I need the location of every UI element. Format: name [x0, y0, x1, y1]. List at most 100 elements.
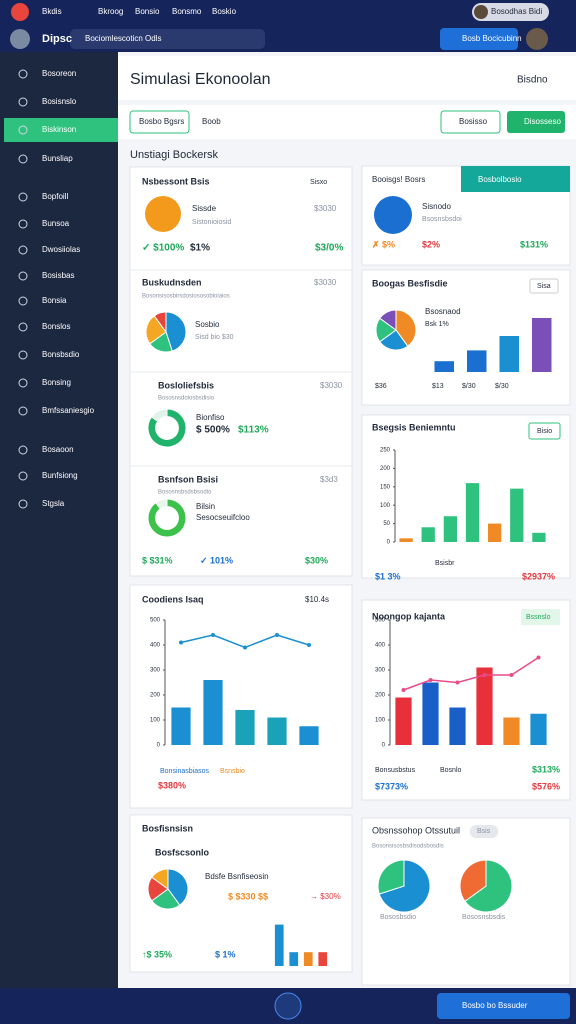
bar: [299, 726, 319, 745]
y-tick-label: 500: [375, 618, 386, 624]
label: Bososnsbsdis: [462, 914, 506, 921]
bar: [499, 336, 519, 372]
label: $ $31%: [142, 555, 173, 565]
label: Bosnlo: [440, 767, 462, 774]
bar: [503, 717, 520, 745]
bar: [476, 667, 493, 745]
label: $313%: [532, 764, 560, 774]
point: [275, 633, 279, 637]
label: ✗ $%: [372, 239, 395, 249]
icon: [18, 322, 28, 332]
avatar: [10, 29, 30, 49]
y-tick-label: 100: [380, 503, 391, 509]
label: Bosbolbosio: [478, 175, 522, 184]
icon: [18, 406, 28, 416]
label: Sosbio: [195, 320, 220, 329]
y-tick-label: 400: [150, 643, 161, 649]
label: Bosoreon: [42, 69, 76, 78]
label: Bosodhas Bidi: [491, 7, 542, 16]
y-tick-label: 300: [150, 668, 161, 674]
label: Buskudnsden: [142, 277, 202, 287]
bar: [532, 318, 552, 372]
label: Boogas Besfisdie: [372, 278, 448, 288]
label: $2%: [422, 239, 440, 249]
label: → $30%: [310, 892, 341, 901]
label: Bosonsisosbsdisodsbosdis: [372, 844, 444, 850]
profile[interactable]: [472, 3, 549, 21]
label: Bosisso: [459, 117, 488, 126]
button[interactable]: [507, 111, 565, 133]
bar: [289, 952, 299, 966]
y-tick-label: 400: [375, 643, 386, 649]
label: Bosonsisosbirsdosiososobioiaios: [142, 294, 230, 300]
label: Boob: [202, 117, 221, 126]
slice: [378, 859, 431, 913]
label: Bonsmo: [172, 7, 202, 16]
bar: [488, 523, 502, 542]
bar: [532, 532, 546, 542]
label: $3030: [320, 381, 343, 390]
label: Bosloliefsbis: [158, 380, 214, 390]
slice: [167, 868, 189, 906]
label: Dwosiiolas: [42, 245, 80, 254]
label: Bionfiso: [196, 413, 225, 422]
avatar: [526, 28, 548, 50]
slice: [145, 315, 167, 345]
bar: [235, 710, 255, 745]
bar: [318, 952, 328, 966]
bar: [434, 361, 454, 372]
button[interactable]: [528, 422, 561, 440]
label: $3/0%: [315, 243, 343, 254]
label: Disosseso: [524, 117, 561, 126]
label: Bososnsdoiosbsdisio: [158, 396, 215, 402]
bar: [171, 707, 191, 745]
label: Bososnsbsdsbsodio: [158, 490, 212, 496]
label: Bssnslo: [526, 614, 551, 621]
label: Bosbo bo Bssuder: [462, 1001, 528, 1010]
slice: [395, 309, 417, 347]
bar: [530, 713, 547, 745]
label: Sissde: [192, 204, 217, 213]
label: Bsnfson Bsisi: [158, 474, 218, 484]
label: Bosbo Bgsrs: [139, 117, 184, 126]
logo: [11, 3, 29, 21]
y-tick-label: 500: [150, 618, 161, 624]
button[interactable]: [529, 278, 559, 294]
label: $ 500%: [196, 425, 230, 436]
icon: [18, 271, 28, 281]
label: Sisxo: [310, 179, 327, 186]
label: ✓ 101%: [200, 555, 233, 565]
tab[interactable]: [129, 110, 190, 134]
icon: [18, 125, 28, 135]
label: Bdsfe Bsnfiseosin: [205, 872, 269, 881]
label: $380%: [158, 780, 186, 790]
bar: [395, 697, 412, 745]
slice: [377, 859, 405, 895]
bar: [449, 707, 466, 745]
point: [401, 688, 406, 692]
home[interactable]: [274, 992, 302, 1020]
label: $113%: [238, 425, 269, 436]
button[interactable]: [437, 993, 570, 1019]
y-tick-label: 200: [150, 693, 161, 699]
button[interactable]: [440, 110, 501, 134]
label: Bunsoa: [42, 219, 70, 228]
label: Bosb Bocicubinn: [462, 34, 522, 43]
y-tick-label: 300: [375, 668, 386, 674]
label: Bsisbr: [435, 560, 455, 567]
label: ✓ $100%: [142, 243, 184, 254]
bar: [421, 527, 435, 542]
label: $/30: [495, 383, 509, 390]
label: Bonslos: [42, 322, 70, 331]
button[interactable]: [521, 609, 560, 625]
search[interactable]: [70, 29, 265, 49]
label: Bopfoill: [42, 192, 68, 201]
button[interactable]: [440, 28, 518, 50]
label: Stgsla: [42, 499, 65, 508]
label: Sisnodo: [422, 202, 451, 211]
icon: [18, 445, 28, 455]
tab[interactable]: [461, 166, 570, 192]
label: Bisdno: [517, 75, 548, 86]
label: Dipsc: [42, 33, 72, 45]
